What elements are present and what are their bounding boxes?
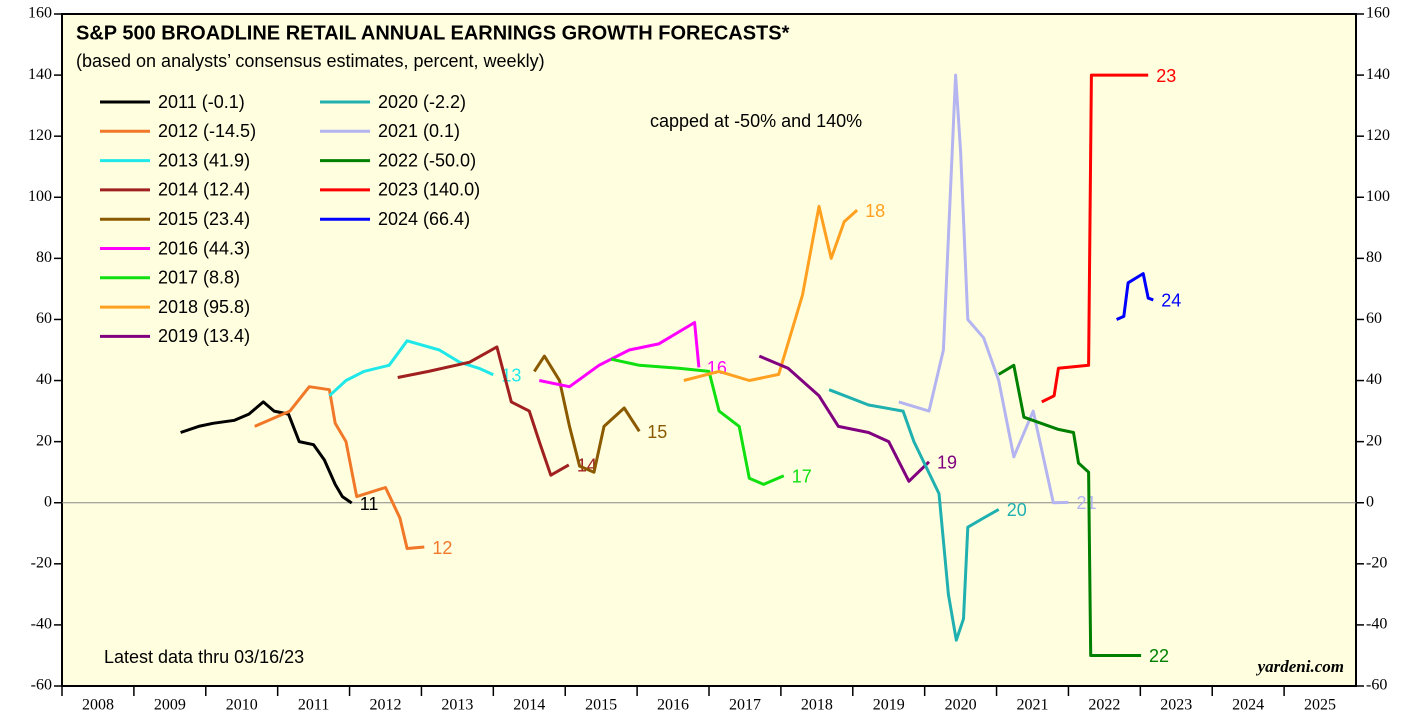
series-line (1116, 272, 1154, 321)
legend-label: 2015 (23.4) (158, 209, 250, 229)
end-label: 12 (432, 538, 452, 558)
series-line (610, 357, 785, 486)
x-tick-label: 2023 (1160, 697, 1192, 714)
end-label: 19 (937, 453, 957, 473)
x-tick-label: 2024 (1232, 697, 1264, 714)
chart-title: S&P 500 BROADLINE RETAIL ANNUAL EARNINGS… (76, 22, 790, 44)
series-line (898, 73, 1069, 505)
series-line (254, 385, 425, 550)
end-label: 20 (1007, 500, 1027, 520)
legend-label: 2011 (-0.1) (158, 92, 245, 112)
x-tick-label: 2020 (945, 697, 977, 714)
y2-tick-label: 20 (1366, 432, 1382, 449)
x-tick-label: 2019 (873, 697, 905, 714)
legend-label: 2016 (44.3) (158, 238, 250, 258)
x-tick-label: 2009 (154, 697, 186, 714)
y2-tick-label: -20 (1366, 554, 1387, 571)
x-tick-label: 2015 (585, 697, 617, 714)
legend-label: 2023 (140.0) (378, 180, 480, 200)
y2-tick-label: 100 (1366, 188, 1390, 205)
end-label: 23 (1156, 66, 1176, 86)
x-tick-label: 2011 (298, 697, 329, 714)
end-label: 18 (865, 201, 885, 221)
y-tick-label: 80 (36, 249, 52, 266)
legend-label: 2024 (66.4) (378, 209, 470, 229)
legend-label: 2014 (12.4) (158, 180, 250, 200)
x-tick-label: 2017 (729, 697, 761, 714)
y2-tick-label: 160 (1366, 5, 1390, 22)
x-tick-label: 2014 (513, 697, 545, 714)
end-label: 24 (1161, 291, 1181, 311)
x-tick-label: 2013 (441, 697, 473, 714)
y-tick-label: -60 (31, 677, 52, 694)
y-tick-label: 100 (28, 188, 52, 205)
chart-subtitle: (based on analysts’ consensus estimates,… (76, 51, 545, 71)
legend-label: 2021 (0.1) (378, 121, 460, 141)
legend-label: 2017 (8.8) (158, 268, 240, 288)
x-tick-label: 2022 (1088, 697, 1120, 714)
y2-tick-label: 40 (1366, 371, 1382, 388)
y2-tick-label: 0 (1366, 493, 1374, 510)
x-tick-label: 2018 (801, 697, 833, 714)
end-label: 21 (1076, 493, 1096, 513)
x-tick-label: 2016 (657, 697, 689, 714)
y-tick-label: -40 (31, 616, 52, 633)
y-tick-label: 140 (28, 66, 52, 83)
series-line (538, 321, 701, 389)
legend-label: 2020 (-2.2) (378, 92, 466, 112)
series-line (533, 354, 641, 474)
series-line (1041, 73, 1149, 404)
legend-label: 2012 (-14.5) (158, 121, 256, 141)
y-tick-label: 40 (36, 371, 52, 388)
x-tick-label: 2025 (1304, 697, 1336, 714)
y-tick-label: 0 (44, 493, 52, 510)
y-tick-label: 20 (36, 432, 52, 449)
end-label: 17 (792, 467, 812, 487)
x-tick-label: 2010 (226, 697, 258, 714)
series-line (328, 339, 494, 397)
series-line (180, 400, 353, 505)
series-line (683, 204, 859, 382)
end-label: 15 (647, 422, 667, 442)
y2-tick-label: -60 (1366, 677, 1387, 694)
end-label: 22 (1149, 646, 1169, 666)
annotation: capped at -50% and 140% (650, 111, 862, 131)
y2-tick-label: 140 (1366, 66, 1390, 83)
legend-label: 2018 (95.8) (158, 297, 250, 317)
legend-label: 2013 (41.9) (158, 150, 250, 170)
series-line (758, 354, 931, 483)
y-tick-label: 60 (36, 310, 52, 327)
source: yardeni.com (1256, 657, 1344, 676)
y2-tick-label: 120 (1366, 127, 1390, 144)
annotation: Latest data thru 03/16/23 (104, 647, 304, 667)
series-line (997, 363, 1142, 657)
legend-label: 2022 (-50.0) (378, 150, 476, 170)
legend-label: 2019 (13.4) (158, 326, 250, 346)
plot-area (61, 13, 1357, 687)
y2-tick-label: 80 (1366, 249, 1382, 266)
y2-tick-label: -40 (1366, 616, 1387, 633)
series-line (828, 388, 1000, 642)
y-tick-label: -20 (31, 554, 52, 571)
y-tick-label: 160 (28, 5, 52, 22)
x-tick-label: 2008 (82, 697, 114, 714)
y-tick-label: 120 (28, 127, 52, 144)
x-tick-label: 2012 (370, 697, 402, 714)
x-tick-label: 2021 (1017, 697, 1049, 714)
y2-tick-label: 60 (1366, 310, 1382, 327)
end-label: 11 (360, 494, 379, 514)
series-line (397, 345, 570, 477)
